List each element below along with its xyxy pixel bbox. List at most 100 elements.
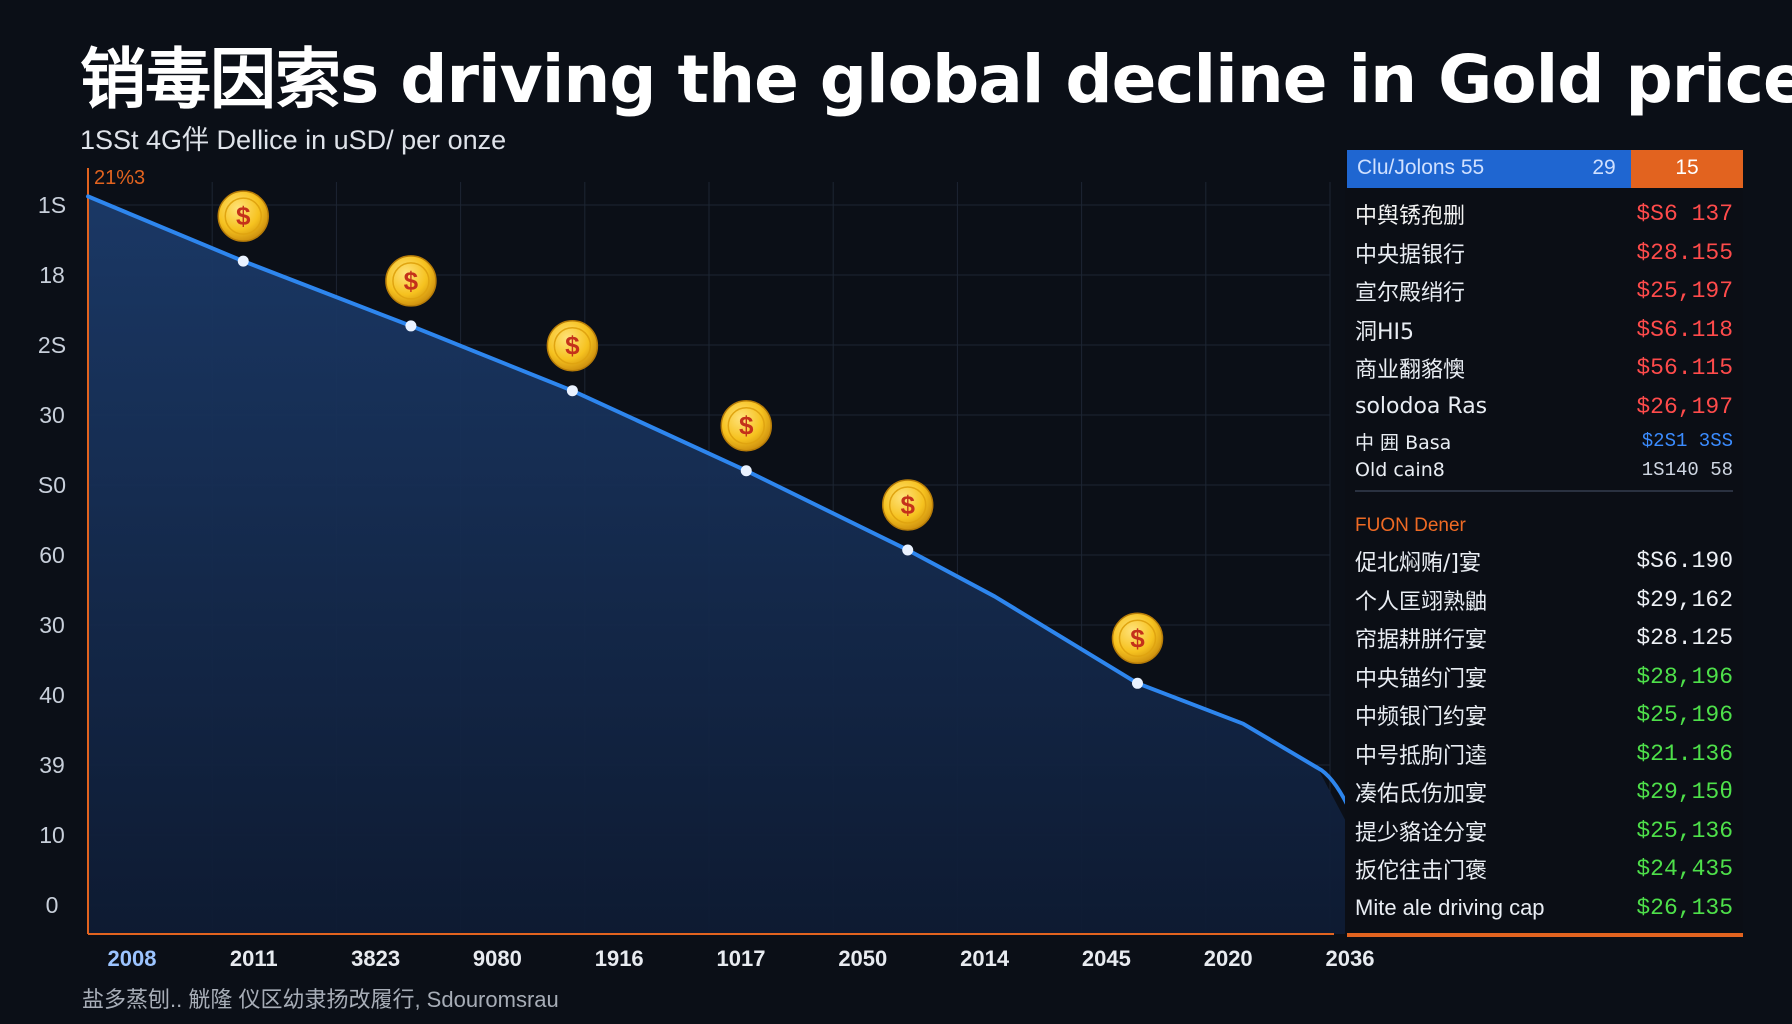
y-tick-label: 10	[39, 822, 65, 848]
coin-rim	[1118, 619, 1157, 658]
x-tick-label: 9080	[473, 946, 522, 971]
row-label: 帘据耕胼行宴	[1355, 628, 1488, 654]
coin-symbol: $	[236, 201, 251, 231]
panel-row: 中 囲 Basa $2S1 3SS	[1355, 426, 1733, 456]
data-point	[740, 465, 752, 477]
y-tick-label: 1S	[38, 192, 66, 218]
row-value: $25,136	[1636, 817, 1733, 844]
coin-rim	[553, 326, 592, 365]
row-value: $28,196	[1636, 663, 1733, 690]
panel-row: 帘据耕胼行宴 $28.125	[1355, 619, 1733, 658]
row-value: $29,15θ	[1636, 779, 1733, 806]
x-tick-label: 2011	[230, 946, 278, 971]
y-tick-label: 0	[46, 892, 59, 918]
x-tick-label: 2014	[960, 946, 1010, 971]
dollar-coin-icon: $	[720, 399, 773, 452]
panel-row: 商业翻貉懊 $56.115	[1355, 349, 1733, 388]
coin-rim	[224, 197, 262, 235]
row-value: $S6.118	[1636, 316, 1733, 343]
y-tick-label: 60	[39, 542, 65, 568]
data-point	[237, 255, 249, 267]
panel-row: 个人匡翊熟鼬 $29,162	[1355, 581, 1733, 620]
coin-symbol: $	[565, 331, 580, 361]
row-value: $25,197	[1636, 278, 1733, 305]
panel-row: solodoa Ras $26,197	[1355, 388, 1733, 427]
x-tick-label: 1017	[717, 946, 766, 971]
x-tick-label: 2020	[1204, 946, 1253, 971]
panel-row: 凑佑氐伤加宴 $29,15θ	[1355, 773, 1733, 812]
data-point	[566, 385, 578, 397]
row-label: Old cain8	[1355, 459, 1445, 481]
dollar-coin-icon: $	[546, 319, 599, 372]
y-tick-label: S0	[38, 472, 66, 498]
y-tick-label: 2S	[38, 332, 66, 358]
coin-rim	[727, 406, 766, 445]
panel-header: Clu/Jolons 55 29 15	[1347, 150, 1743, 188]
y-tick-label: 40	[39, 682, 65, 708]
data-point	[902, 544, 914, 556]
coin-symbol: $	[404, 266, 419, 296]
row-value: $28.155	[1636, 239, 1733, 266]
row-label: 中央锚约门宴	[1355, 666, 1488, 692]
panel-row: 促北焖贿/]宴 $S6.190	[1355, 542, 1733, 581]
coin-rim	[392, 262, 430, 300]
panel-row: 提少貉诠分宴 $25,136	[1355, 812, 1733, 851]
x-tick-label: 3823	[351, 946, 400, 971]
row-value: $56.115	[1636, 355, 1733, 382]
axes: 21%3	[87, 167, 1334, 935]
panel-rows: 中舆锈孢删 $S6 137 中央据银行 $28.155 宣尔殿绡行 $25,197 洞…	[1355, 195, 1733, 927]
price-side-panel: Clu/Jolons 55 29 15 中舆锈孢删 $S6 137 中央据银行 $2…	[1345, 150, 1743, 940]
row-label: solodoa Ras	[1355, 394, 1488, 420]
x-tick-label: 2008	[108, 946, 157, 971]
row-value: $2S1 3SS	[1641, 430, 1733, 452]
x-tick-label: 2045	[1082, 946, 1131, 971]
row-value: $26,197	[1636, 393, 1733, 420]
panel-header-col-3: 15	[1631, 150, 1743, 188]
source-note: 盐多蒸刨.. 觥隆 仪区幼隶扬改履行, Sdouromsrau	[82, 987, 559, 1012]
row-value: $S6.190	[1636, 548, 1733, 575]
panel-row: Mite ale driving cap $26,135	[1355, 889, 1733, 928]
panel-row: 洞HI5 $S6.118	[1355, 311, 1733, 350]
coin-symbol: $	[900, 490, 915, 520]
dollar-coin-icon: $	[1111, 612, 1164, 665]
coin-rim	[888, 486, 927, 524]
row-value: $28.125	[1636, 625, 1733, 652]
row-value: $21.136	[1636, 740, 1733, 767]
x-tick-label: 2036	[1326, 946, 1375, 971]
panel-row: 扳佗往击门褒 $24,435	[1355, 850, 1733, 889]
dollar-coin-icon: $	[217, 190, 269, 242]
x-tick-label: 1916	[595, 946, 644, 971]
row-label: 扳佗往击门褒	[1355, 859, 1488, 885]
chart-title: 销毒因索s driving the global decline in Gold…	[80, 41, 1792, 118]
row-value: $25,196	[1636, 702, 1733, 729]
row-value: $26,135	[1636, 894, 1733, 921]
panel-bottom-rule	[1347, 933, 1743, 937]
dollar-coin-icon: $	[881, 479, 934, 531]
panel-header-col-1: Clu/Jolons 55	[1347, 150, 1577, 188]
row-label: 中舆锈孢删	[1355, 204, 1466, 230]
panel-row: 中频银门约宴 $25,196	[1355, 696, 1733, 735]
row-value: $29,162	[1636, 586, 1733, 613]
row-label: 洞HI5	[1355, 319, 1415, 345]
panel-row: 宣尔殿绡行 $25,197	[1355, 272, 1733, 311]
y-tick-label: 18	[39, 262, 65, 288]
row-label: 中号抵朐门逵	[1355, 743, 1488, 769]
area-fill	[88, 196, 1390, 934]
y-tick-label: 39	[39, 752, 65, 778]
row-label: 中央据银行	[1355, 242, 1466, 268]
panel-section-title: FUON Dener	[1355, 515, 1466, 536]
panel-row: 中号抵朐门逵 $21.136	[1355, 735, 1733, 774]
coin-symbol: $	[1130, 623, 1145, 653]
panel-row-summary: Old cain8 1S140 58	[1355, 456, 1733, 492]
row-label: 提少貉诠分宴	[1355, 820, 1488, 846]
row-label: 中频银门约宴	[1355, 705, 1488, 731]
row-label: 凑佑氐伤加宴	[1355, 782, 1488, 808]
data-point	[405, 320, 417, 332]
panel-row: 中央据银行 $28.155	[1355, 234, 1733, 273]
row-label: Mite ale driving cap	[1355, 894, 1545, 920]
row-label: 商业翻貉懊	[1355, 358, 1466, 384]
x-tick-label: 2050	[838, 946, 887, 971]
dollar-coin-icon: $	[385, 255, 437, 307]
row-value: $24,435	[1636, 856, 1733, 883]
